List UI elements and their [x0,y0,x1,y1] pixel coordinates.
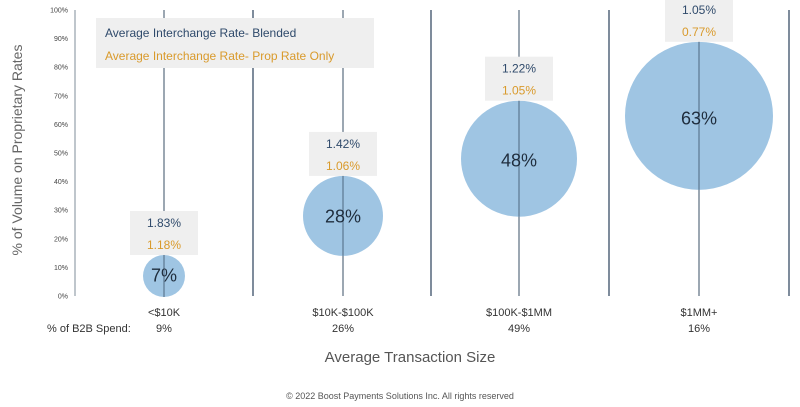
b2b-spend-value: 16% [688,323,710,335]
legend-box [96,18,374,68]
x-category-label: $10K-$100K [312,307,374,319]
rate-box [485,56,553,101]
y-tick-label: 100% [50,8,68,15]
x-category-label: <$10K [148,307,181,319]
footer-copyright: © 2022 Boost Payments Solutions Inc. All… [286,391,514,401]
y-axis-ticks: 0% 10% 20% 30% 40% 50% 60% 70% 80% 90% 100% [50,8,68,301]
blended-rate-label: 1.22% [502,62,536,76]
x-category-label: $1MM+ [681,307,718,319]
y-tick-label: 70% [54,93,68,100]
bubble-value-label: 63% [681,109,717,129]
rate-box [665,0,733,42]
bubble-value-label: 7% [151,266,177,286]
y-tick-label: 10% [54,265,68,272]
legend-item-prop: Average Interchange Rate- Prop Rate Only [105,49,334,63]
y-tick-label: 30% [54,208,68,215]
rate-box [130,210,198,255]
bubble-value-label: 48% [501,150,537,170]
bubbles: 7% 1.83% 1.18% 28% 1.42% 1.06% 48% 1.22% 1.05% 63… [130,0,773,297]
y-tick-label: 50% [54,151,68,158]
b2b-spend-value: 26% [332,323,354,335]
blended-rate-label: 1.42% [326,137,360,151]
blended-rate-label: 1.83% [147,216,181,230]
y-tick-label: 80% [54,65,68,72]
prop-rate-label: 1.18% [147,238,181,252]
y-tick-label: 90% [54,36,68,43]
y-tick-label: 40% [54,179,68,186]
b2b-spend-value: 49% [508,323,530,335]
legend-item-blended: Average Interchange Rate- Blended [105,26,296,40]
bubble-value-label: 28% [325,207,361,227]
spend-label: % of B2B Spend: [47,323,131,335]
x-axis-label: Average Transaction Size [325,349,496,366]
x-category-label: $100K-$1MM [486,307,552,319]
y-tick-label: 20% [54,236,68,243]
prop-rate-label: 1.06% [326,159,360,173]
x-axis-categories: <$10K 9% $10K-$100K 26% $100K-$1MM 49% $1MM+ 16… [148,307,718,335]
prop-rate-label: 0.77% [682,25,716,39]
y-tick-label: 0% [58,294,68,301]
prop-rate-label: 1.05% [502,84,536,98]
y-tick-label: 60% [54,122,68,129]
y-axis-label: % of Volume on Proprietary Rates [9,45,25,256]
b2b-spend-value: 9% [156,323,172,335]
legend: Average Interchange Rate- Blended Averag… [96,18,374,68]
blended-rate-label: 1.05% [682,3,716,17]
rate-box [309,131,377,176]
